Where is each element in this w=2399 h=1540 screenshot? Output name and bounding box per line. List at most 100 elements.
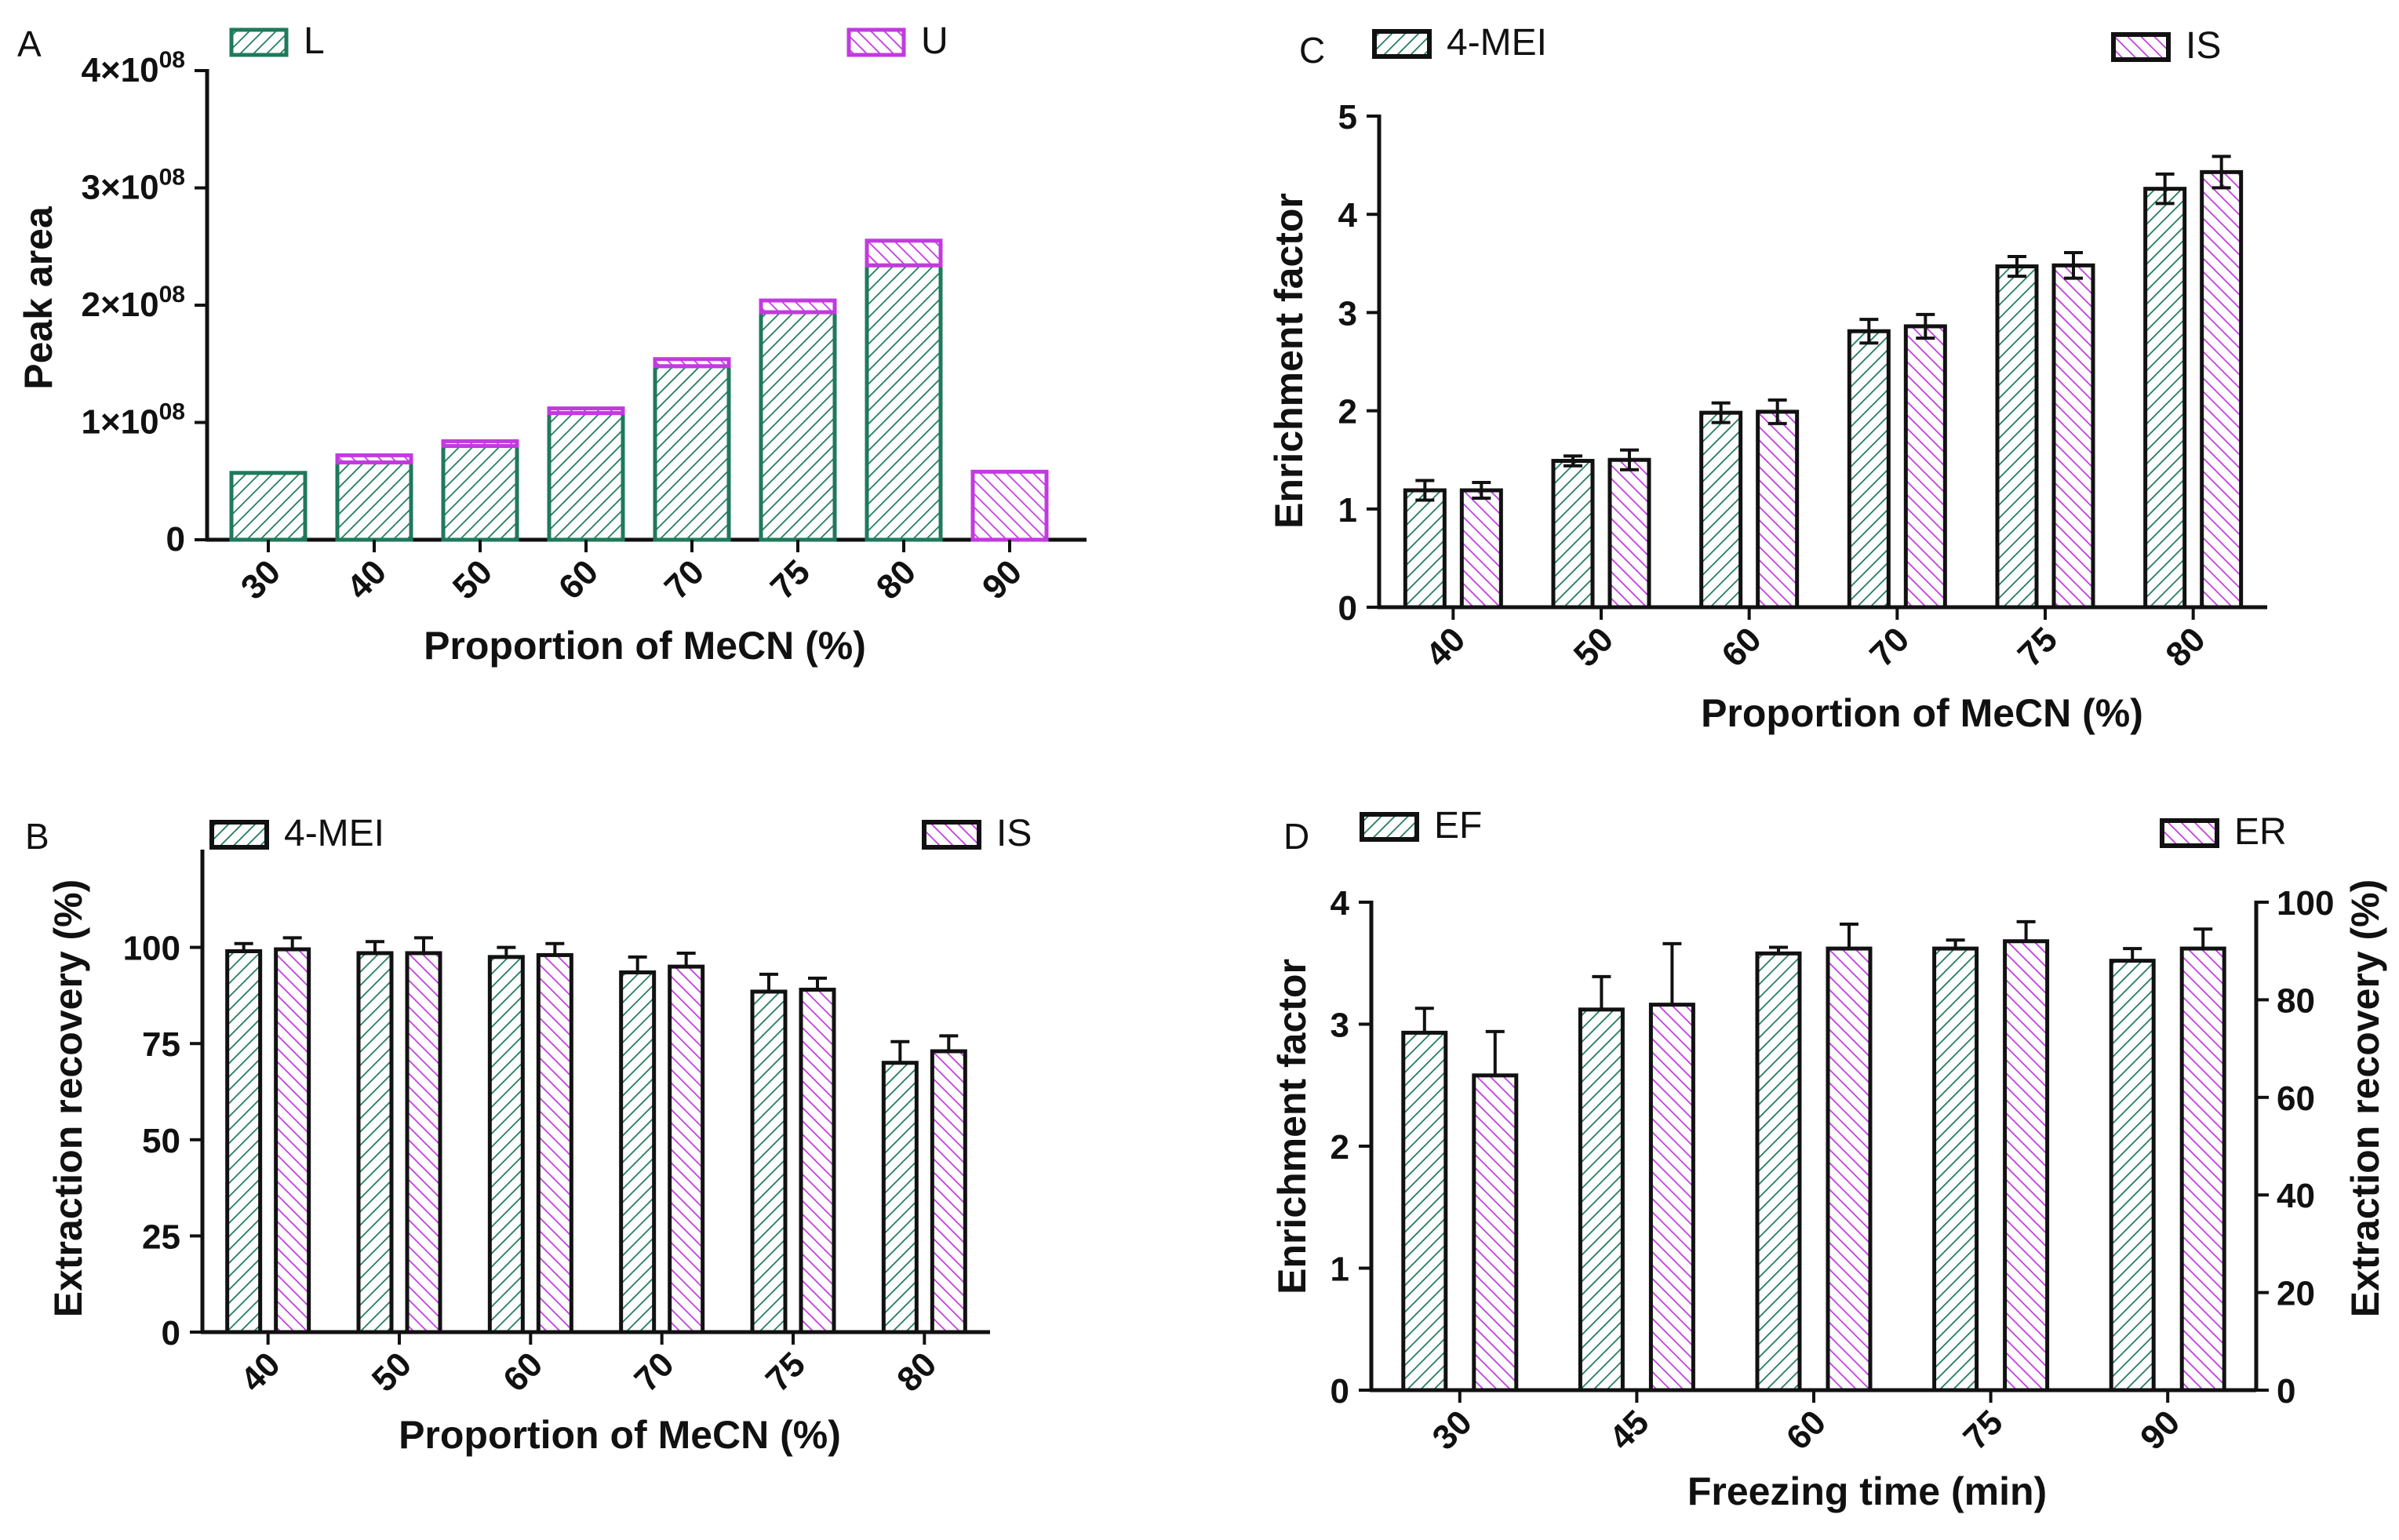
y-tick-label-right: 60 [2277, 1079, 2315, 1118]
y-tick-label: 50 [142, 1122, 180, 1160]
bar-is-70 [1903, 324, 1947, 610]
panel-a-y-axis-title: Peak area [16, 206, 60, 390]
panel-b: B Extraction recovery (%) Proportion of … [25, 813, 1032, 1457]
bar-4-mei-60 [487, 955, 525, 1334]
bar-4-mei-70 [1847, 329, 1891, 610]
legend-label: L [304, 20, 325, 62]
y-tick-label: 3 [1338, 294, 1357, 333]
y-tick-label: 75 [142, 1025, 180, 1064]
x-tick-label: 75 [763, 552, 817, 606]
bar-u-60 [547, 406, 625, 416]
y-tick-label: 4 [1338, 196, 1358, 235]
legend-label: IS [996, 813, 1032, 854]
x-tick-label: 70 [627, 1345, 681, 1399]
x-tick-label: 30 [234, 552, 288, 606]
x-tick-label: 80 [2158, 620, 2212, 674]
y-tick-label-right: 80 [2277, 981, 2315, 1020]
bar-er-45 [1648, 1003, 1695, 1393]
bar-ef-90 [2109, 959, 2156, 1393]
bar-4-mei-80 [881, 1061, 919, 1334]
bar-l-30 [229, 471, 308, 542]
bar-is-50 [405, 951, 442, 1334]
y-tick-label-right: 20 [2277, 1275, 2315, 1313]
x-tick-label: 75 [759, 1345, 813, 1399]
y-tick-label: 2×1008 [82, 282, 185, 324]
legend-swatch-4-mei [1372, 29, 1432, 59]
bar-is-70 [668, 964, 705, 1334]
y-tick-label: 1 [1331, 1251, 1349, 1289]
x-tick-label: 30 [1425, 1403, 1480, 1457]
legend-swatch-er [2160, 818, 2219, 848]
x-tick-label: 70 [1862, 620, 1917, 674]
legend-label: U [921, 20, 948, 62]
panel-c-y-axis-title: Enrichment factor [1267, 193, 1311, 529]
bar-4-mei-75 [750, 989, 788, 1334]
bar-u-90 [970, 469, 1049, 542]
y-tick-label: 5 [1338, 98, 1357, 137]
bar-is-80 [2200, 169, 2244, 610]
bar-ef-45 [1578, 1007, 1625, 1393]
y-tick-label: 0 [162, 1314, 180, 1353]
x-tick-label: 75 [1956, 1403, 2010, 1457]
bar-is-60 [536, 952, 573, 1334]
legend-label: ER [2234, 811, 2287, 853]
bar-l-60 [547, 411, 625, 542]
y-tick-label: 0 [1331, 1372, 1349, 1411]
panel-b-letter: B [25, 816, 49, 857]
bar-u-80 [865, 238, 943, 268]
bar-u-70 [653, 357, 731, 369]
bar-l-80 [865, 263, 943, 542]
bar-4-mei-40 [1403, 488, 1447, 610]
bar-ef-75 [1932, 946, 1979, 1393]
bar-is-80 [930, 1049, 967, 1334]
bar-is-60 [1756, 410, 1800, 610]
bar-4-mei-50 [356, 951, 394, 1334]
legend-swatch-is [2111, 32, 2171, 62]
bar-4-mei-75 [1995, 264, 2039, 610]
y-tick-label: 3×1008 [82, 165, 185, 207]
legend-swatch-4-mei [209, 820, 269, 850]
bar-ef-60 [1755, 951, 1802, 1393]
bar-is-75 [799, 988, 836, 1334]
y-tick-label: 3 [1331, 1007, 1349, 1045]
bar-er-90 [2179, 946, 2226, 1393]
panel-d-y-axis-title-right: Extraction recovery (%) [2343, 879, 2387, 1318]
x-tick-label: 50 [446, 552, 500, 606]
bar-u-50 [441, 439, 519, 448]
bar-is-75 [2051, 263, 2095, 610]
legend-label: EF [1434, 805, 1482, 846]
x-tick-label: 60 [1714, 620, 1768, 674]
bar-l-75 [759, 310, 837, 542]
y-tick-label: 25 [142, 1218, 180, 1256]
bar-ef-30 [1401, 1030, 1448, 1393]
legend-swatch-l [229, 27, 289, 57]
panel-c-letter: C [1299, 30, 1325, 71]
bar-l-70 [653, 364, 731, 542]
x-tick-label: 80 [890, 1345, 944, 1399]
y-tick-label: 0 [1338, 589, 1357, 628]
x-tick-label: 90 [975, 552, 1029, 606]
x-tick-label: 60 [1779, 1403, 1833, 1457]
y-tick-label: 1 [1338, 491, 1357, 530]
x-tick-label: 70 [657, 552, 712, 606]
y-tick-label: 4 [1331, 884, 1350, 923]
bar-4-mei-60 [1699, 410, 1743, 610]
y-tick-label: 2 [1338, 393, 1357, 431]
panel-b-x-axis-title: Proportion of MeCN (%) [399, 1413, 841, 1457]
bar-is-40 [1459, 488, 1503, 610]
legend-swatch-u [846, 27, 906, 57]
legend-swatch-is [922, 820, 981, 850]
bar-er-30 [1472, 1073, 1519, 1393]
x-tick-label: 90 [2133, 1403, 2187, 1457]
bar-l-40 [335, 460, 413, 542]
legend-label: IS [2186, 25, 2221, 67]
x-tick-label: 50 [1567, 620, 1621, 674]
bar-is-40 [274, 947, 311, 1334]
y-tick-label-right: 40 [2277, 1177, 2315, 1215]
bar-4-mei-70 [619, 970, 657, 1334]
y-tick-label-right: 100 [2277, 884, 2334, 923]
bar-u-40 [335, 453, 413, 464]
panel-c: C Enrichment factor Proportion of MeCN (… [1267, 22, 2267, 735]
panel-a: A Peak area Proportion of MeCN (%) 0 1×10… [16, 20, 1087, 668]
